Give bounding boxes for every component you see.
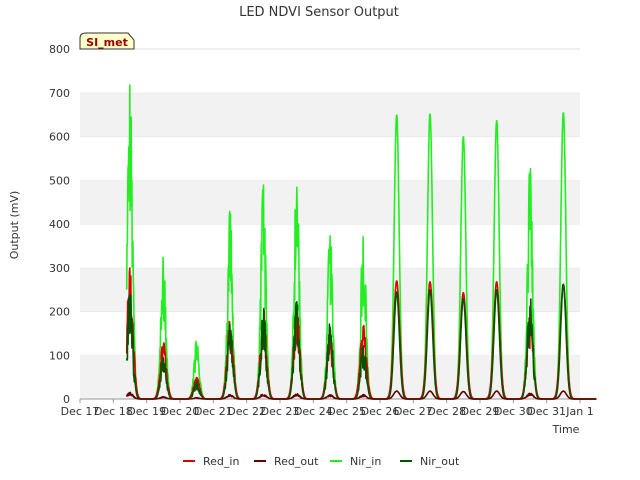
x-tick-label: Dec 25 (327, 405, 366, 418)
y-tick-label: 600 (49, 131, 70, 144)
legend-label: Red_out (274, 455, 319, 468)
y-axis-label: Output (mV) (8, 191, 21, 260)
grid-band (80, 180, 580, 224)
y-tick-label: 300 (49, 262, 70, 275)
y-tick-label: 700 (49, 87, 70, 100)
x-axis-label: Time (552, 423, 580, 436)
x-tick-label: Dec 27 (394, 405, 433, 418)
grid-band (80, 49, 580, 93)
legend-label: Nir_out (420, 455, 460, 468)
legend-label: Red_in (203, 455, 239, 468)
x-tick-label: Dec 22 (227, 405, 266, 418)
x-tick-label: Dec 26 (361, 405, 400, 418)
y-tick-label: 800 (49, 43, 70, 56)
x-tick-label: Dec 24 (294, 405, 333, 418)
site-label: SI_met (86, 36, 128, 49)
series-layer (125, 84, 597, 400)
x-tick-label: Dec 20 (161, 405, 200, 418)
x-tick-label: Dec 18 (94, 405, 133, 418)
x-tick-label: Dec 17 (61, 405, 100, 418)
x-tick-label: Dec 19 (127, 405, 166, 418)
y-tick-label: 500 (49, 174, 70, 187)
x-tick-label: Dec 23 (261, 405, 300, 418)
y-tick-label: 0 (63, 393, 70, 406)
legend-label: Nir_in (350, 455, 381, 468)
y-tick-label: 100 (49, 349, 70, 362)
x-tick-label: Dec 21 (194, 405, 233, 418)
grid-band (80, 92, 580, 137)
site-label-box: SI_met (79, 32, 135, 50)
y-axis: 0 100 200 300 400 500 600 700 800 (49, 43, 70, 406)
y-tick-label: 400 (49, 218, 70, 231)
x-tick-label: Jan 1 (565, 405, 593, 418)
x-tick-label: Dec 29 (461, 405, 500, 418)
x-tick-label: Dec 30 (494, 405, 533, 418)
y-tick-label: 200 (49, 306, 70, 319)
x-tick-label: Dec 28 (427, 405, 466, 418)
series-line-red-out (125, 390, 597, 400)
x-tick-label: Dec 31 (527, 405, 566, 418)
chart-title: LED NDVI Sensor Output (239, 5, 399, 20)
legend: Red_in Red_out Nir_in Nir_out (183, 455, 460, 468)
grid-band (80, 136, 580, 181)
grid-band (80, 355, 580, 399)
